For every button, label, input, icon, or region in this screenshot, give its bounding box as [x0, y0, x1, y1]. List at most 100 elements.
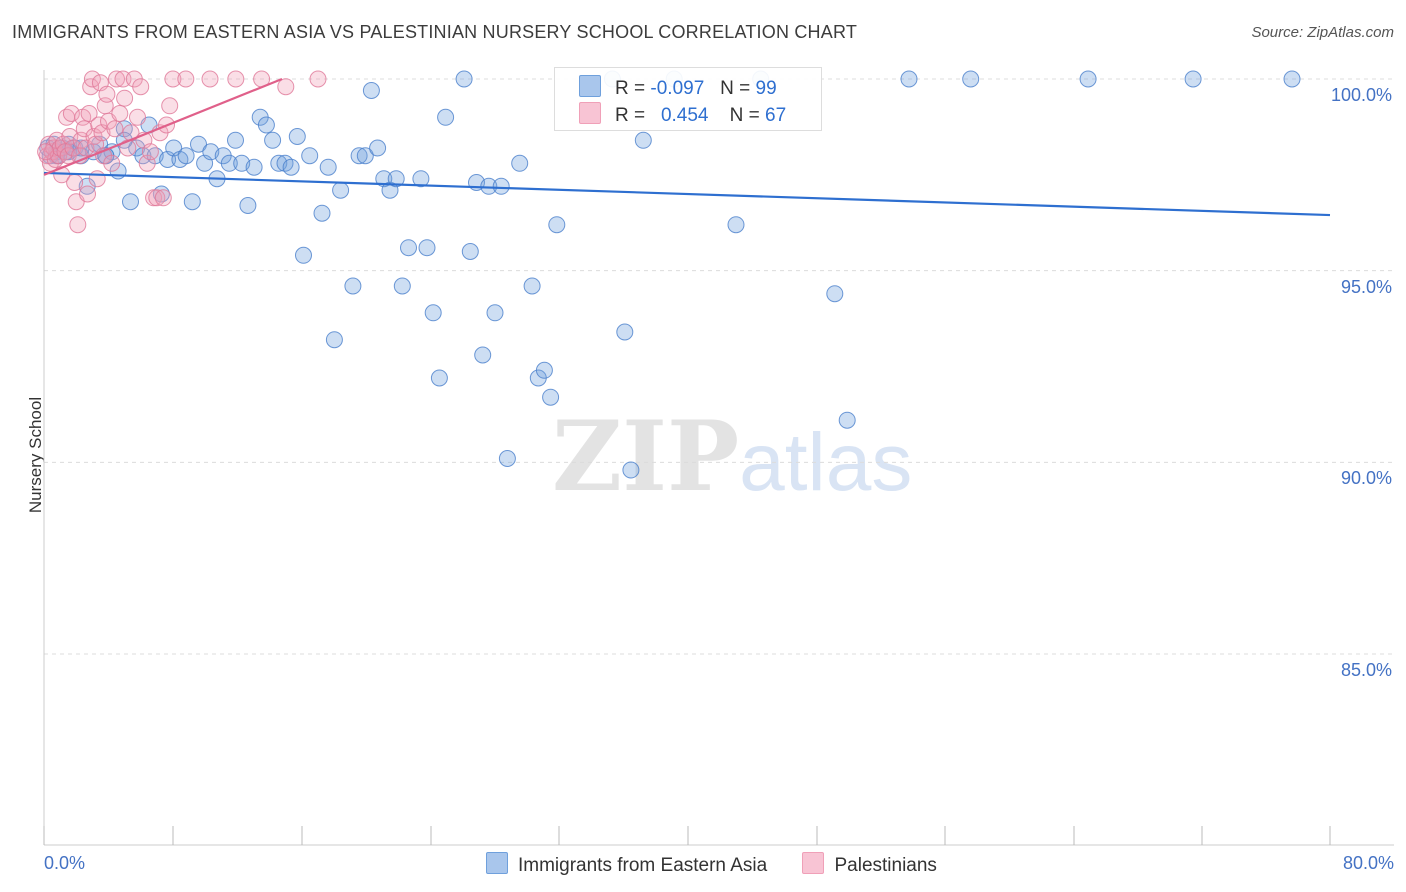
data-point — [369, 139, 387, 157]
y-tick-label: 95.0% — [1340, 276, 1392, 297]
data-point — [548, 216, 566, 234]
legend-r-label: R = — [615, 105, 646, 126]
data-point — [220, 154, 238, 172]
data-point — [103, 154, 121, 172]
series-swatch-blue — [486, 852, 508, 874]
data-point — [264, 131, 282, 149]
data-point — [461, 243, 479, 260]
data-point — [616, 323, 634, 341]
data-point — [66, 174, 84, 191]
data-point — [190, 135, 207, 153]
trend-line-eastern-asia — [43, 171, 1331, 217]
x-tick-label: 80.0% — [1342, 853, 1394, 873]
legend-swatch-blue — [579, 75, 601, 97]
series-swatch-pink — [802, 852, 825, 874]
data-point — [400, 239, 417, 257]
series-legend-item-palestinians: Palestinians — [802, 852, 937, 877]
data-point — [309, 70, 327, 88]
data-point — [1184, 70, 1202, 88]
series-legend: Immigrants from Eastern Asia Palestinian… — [486, 852, 967, 877]
data-point — [535, 361, 553, 379]
legend-r-value: -0.097 — [650, 78, 705, 99]
data-point — [424, 304, 442, 322]
correlation-legend: R = -0.097 N = 99 R = 0.454 N = 67 — [554, 67, 822, 131]
data-point — [634, 131, 652, 149]
data-point — [319, 158, 337, 176]
data-point — [177, 147, 195, 165]
legend-n-label: N = — [720, 78, 751, 99]
data-point — [325, 331, 343, 349]
data-point — [492, 177, 510, 195]
data-point — [437, 108, 455, 126]
series-legend-label: Immigrants from Eastern Asia — [518, 855, 768, 876]
data-point — [838, 411, 856, 429]
data-point — [80, 105, 98, 122]
data-point — [486, 304, 504, 322]
legend-row-eastern-asia: R = -0.097 N = 99 — [579, 75, 777, 99]
data-point — [455, 70, 473, 88]
data-point — [295, 246, 312, 264]
data-point — [201, 70, 219, 88]
data-point — [344, 277, 362, 295]
data-point — [387, 170, 405, 188]
data-point — [98, 85, 116, 103]
data-point — [511, 154, 529, 172]
data-point — [111, 105, 129, 122]
data-point — [132, 78, 150, 96]
data-point — [108, 70, 125, 88]
data-point — [83, 70, 101, 88]
data-point — [313, 204, 331, 222]
legend-row-palestinians: R = 0.454 N = 67 — [579, 102, 786, 126]
data-point — [183, 193, 201, 211]
y-tick-label: 90.0% — [1340, 468, 1392, 489]
data-point — [727, 216, 745, 234]
data-point — [245, 158, 263, 176]
data-point — [826, 285, 844, 303]
data-point — [1283, 70, 1301, 88]
x-tick-label: 0.0% — [44, 853, 86, 873]
data-point — [37, 143, 55, 161]
data-point — [227, 70, 245, 88]
watermark-zip: ZIP — [552, 400, 740, 513]
data-point — [148, 189, 166, 207]
data-point — [277, 78, 295, 96]
data-point — [542, 388, 560, 406]
data-point — [239, 197, 257, 214]
source-label: Source: ZipAtlas.com — [1251, 24, 1394, 41]
chart-title: IMMIGRANTS FROM EASTERN ASIA VS PALESTIN… — [12, 22, 858, 42]
legend-n-value: 67 — [765, 105, 787, 126]
data-point — [418, 239, 436, 257]
legend-r-label: R = — [615, 78, 646, 99]
data-point — [106, 120, 124, 138]
data-point — [474, 346, 492, 364]
y-tick-label: 100.0% — [1330, 85, 1392, 105]
data-point — [301, 147, 319, 165]
data-point — [282, 158, 300, 176]
data-point — [62, 105, 80, 122]
data-point — [116, 89, 134, 107]
data-point — [1079, 70, 1097, 88]
series-legend-item-eastern-asia: Immigrants from Eastern Asia — [486, 852, 767, 877]
data-point — [227, 131, 244, 149]
data-point — [900, 70, 918, 88]
legend-r-value: 0.454 — [660, 105, 709, 126]
data-point — [430, 369, 448, 387]
legend-n-value: 99 — [755, 78, 777, 99]
watermark-atlas: atlas — [739, 417, 913, 508]
data-point — [88, 170, 106, 188]
data-point — [164, 70, 182, 88]
data-point — [393, 277, 411, 295]
data-point — [77, 139, 95, 157]
data-point — [69, 216, 87, 234]
data-point — [141, 143, 159, 161]
data-point — [122, 193, 139, 211]
data-point — [154, 189, 172, 207]
data-point — [350, 147, 368, 165]
data-point — [257, 116, 275, 134]
legend-swatch-pink — [579, 102, 601, 124]
series-legend-label: Palestinians — [834, 855, 937, 876]
watermark: ZIPatlas — [552, 400, 912, 513]
data-point — [622, 461, 640, 479]
data-point — [362, 82, 380, 99]
